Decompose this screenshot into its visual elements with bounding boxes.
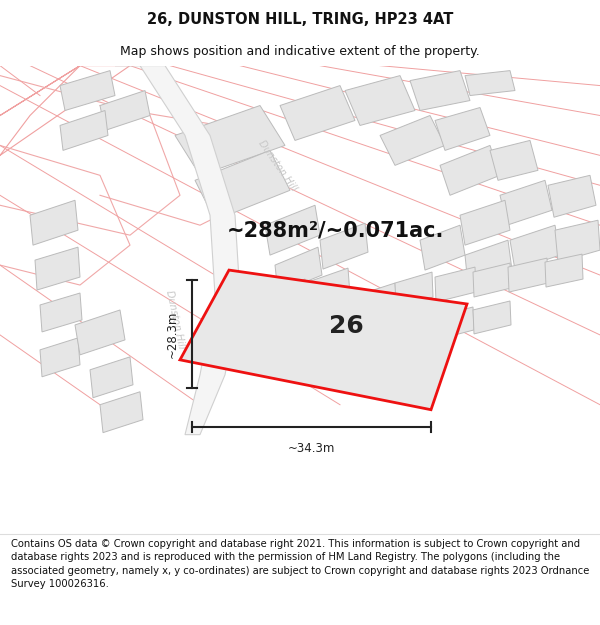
Polygon shape <box>320 223 368 269</box>
Polygon shape <box>275 247 322 293</box>
Polygon shape <box>30 200 78 245</box>
Polygon shape <box>555 220 600 262</box>
Polygon shape <box>410 71 470 111</box>
Polygon shape <box>395 272 433 308</box>
Polygon shape <box>345 76 415 126</box>
Polygon shape <box>100 392 143 432</box>
Polygon shape <box>175 106 285 176</box>
Text: 26, DUNSTON HILL, TRING, HP23 4AT: 26, DUNSTON HILL, TRING, HP23 4AT <box>147 12 453 27</box>
Text: ~288m²/~0.071ac.: ~288m²/~0.071ac. <box>226 220 443 240</box>
Text: Dunston Hill: Dunston Hill <box>257 138 299 192</box>
Text: ~28.3m: ~28.3m <box>166 310 179 358</box>
Polygon shape <box>358 283 397 320</box>
Polygon shape <box>265 205 320 255</box>
Polygon shape <box>195 151 290 220</box>
Polygon shape <box>420 225 465 270</box>
Polygon shape <box>548 176 596 218</box>
Polygon shape <box>435 307 474 340</box>
Polygon shape <box>490 141 538 181</box>
Text: Map shows position and indicative extent of the property.: Map shows position and indicative extent… <box>120 45 480 58</box>
Polygon shape <box>60 71 115 111</box>
Polygon shape <box>473 301 511 334</box>
Polygon shape <box>465 71 515 96</box>
Polygon shape <box>380 116 445 166</box>
Polygon shape <box>180 270 467 410</box>
Polygon shape <box>435 107 490 151</box>
Polygon shape <box>40 338 80 377</box>
Polygon shape <box>75 310 125 355</box>
Polygon shape <box>320 295 360 333</box>
Polygon shape <box>280 307 320 345</box>
Text: Contains OS data © Crown copyright and database right 2021. This information is : Contains OS data © Crown copyright and d… <box>11 539 589 589</box>
Polygon shape <box>40 293 82 332</box>
Polygon shape <box>435 267 476 302</box>
Polygon shape <box>90 357 133 398</box>
Polygon shape <box>60 111 108 151</box>
Polygon shape <box>240 317 280 356</box>
Polygon shape <box>500 181 552 225</box>
Polygon shape <box>200 327 243 366</box>
Polygon shape <box>510 225 560 270</box>
Polygon shape <box>545 254 583 287</box>
Polygon shape <box>440 146 500 195</box>
Polygon shape <box>460 200 510 245</box>
Polygon shape <box>305 268 350 310</box>
Polygon shape <box>280 86 355 141</box>
Text: 26: 26 <box>329 314 364 338</box>
Polygon shape <box>260 279 308 323</box>
Polygon shape <box>473 263 511 297</box>
Polygon shape <box>100 91 150 131</box>
Polygon shape <box>115 66 240 434</box>
Text: Dunston Hill: Dunston Hill <box>164 290 186 350</box>
Polygon shape <box>465 240 512 285</box>
Polygon shape <box>35 247 80 290</box>
Polygon shape <box>508 258 548 292</box>
Text: ~34.3m: ~34.3m <box>288 442 335 455</box>
